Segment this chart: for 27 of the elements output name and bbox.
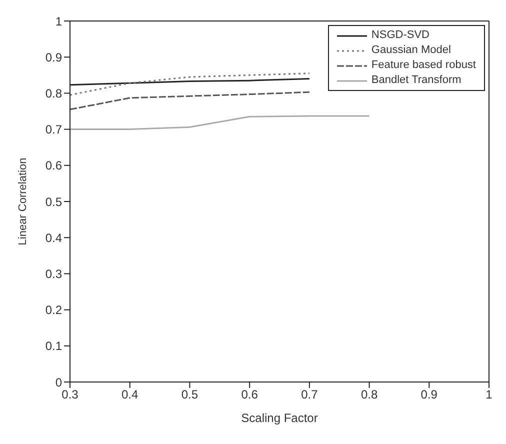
y-tick-label: 1 <box>55 14 62 28</box>
y-tick-label: 0.9 <box>45 50 62 64</box>
y-axis-title: Linear Correlation <box>16 158 29 246</box>
legend-label: Gaussian Model <box>370 43 452 58</box>
x-tick-label: 0.7 <box>301 388 318 402</box>
line-series <box>70 115 370 130</box>
y-tick-label: 0.2 <box>45 303 62 318</box>
y-tick-label: 0.1 <box>45 339 62 354</box>
legend-label: Feature based robust <box>370 58 476 73</box>
x-tick-label: 0.8 <box>360 388 378 402</box>
x-tick-label: 0.4 <box>122 388 139 402</box>
y-tick-label: 0.7 <box>45 122 62 137</box>
legend-label: NSGD-SVD <box>370 28 430 43</box>
x-tick-label: 0.5 <box>181 388 198 402</box>
x-tick-label: 0.9 <box>420 388 438 402</box>
y-tick-label: 0 <box>55 375 62 390</box>
y-tick-label: 0.6 <box>45 158 62 173</box>
x-tick-label: 0.6 <box>241 388 258 402</box>
y-tick-label: 0.3 <box>45 266 62 281</box>
y-tick-label: 0.8 <box>45 86 62 100</box>
line-series <box>70 72 310 96</box>
x-tick-label: 1 <box>486 388 493 402</box>
y-tick-label: 0.5 <box>45 194 62 209</box>
y-tick-label: 0.4 <box>45 230 62 245</box>
line-series <box>70 91 310 110</box>
legend-label: Bandlet Transform <box>370 73 462 88</box>
x-axis-title: Scaling Factor <box>241 411 318 425</box>
